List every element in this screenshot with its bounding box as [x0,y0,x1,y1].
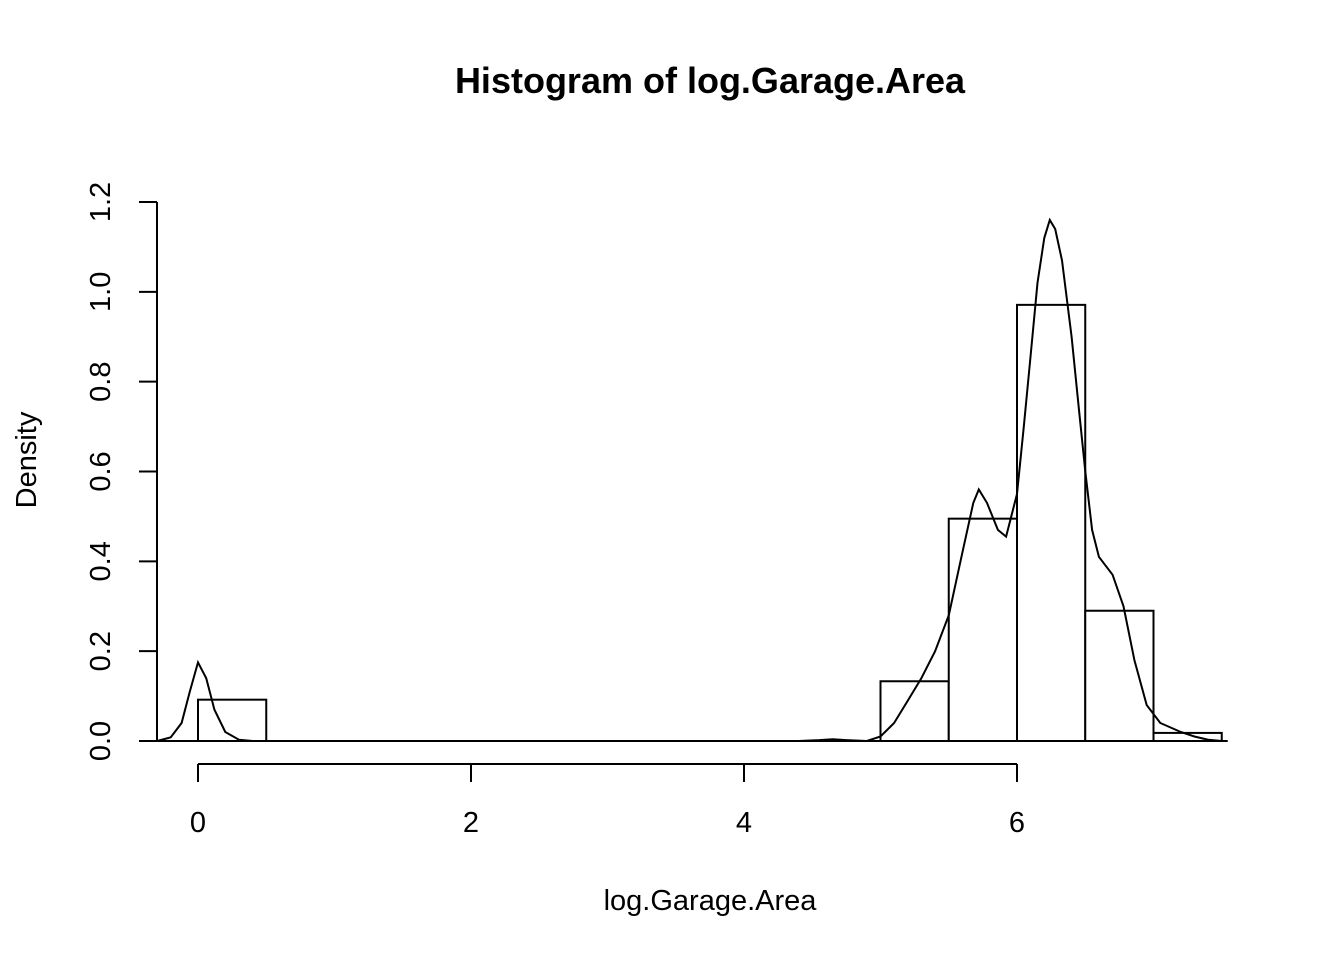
y-tick-label: 0.4 [85,541,117,581]
chart-title: Histogram of log.Garage.Area [455,60,966,101]
histogram-bars [197,303,1223,743]
y-axis: 0.0 0.2 0.4 0.6 0.8 1.0 1.2 [85,182,158,761]
x-axis-label: log.Garage.Area [604,885,818,917]
y-tick-label: 1.0 [85,272,117,312]
y-axis-label: Density [11,411,43,508]
density-curve [156,217,1222,743]
y-tick-label: 0.8 [85,362,117,402]
x-tick-label: 0 [190,807,206,839]
x-tick-label: 2 [463,807,479,839]
x-axis: 0 2 4 6 [190,763,1025,839]
histogram-bar [1084,609,1155,742]
y-tick-label: 0.0 [85,721,117,761]
x-tick-label: 6 [1009,807,1025,839]
histogram-bar [947,517,1018,742]
y-tick-label: 0.2 [85,631,117,671]
x-tick-label: 4 [736,807,752,839]
y-tick-label: 1.2 [85,182,117,222]
y-tick-label: 0.6 [85,451,117,491]
